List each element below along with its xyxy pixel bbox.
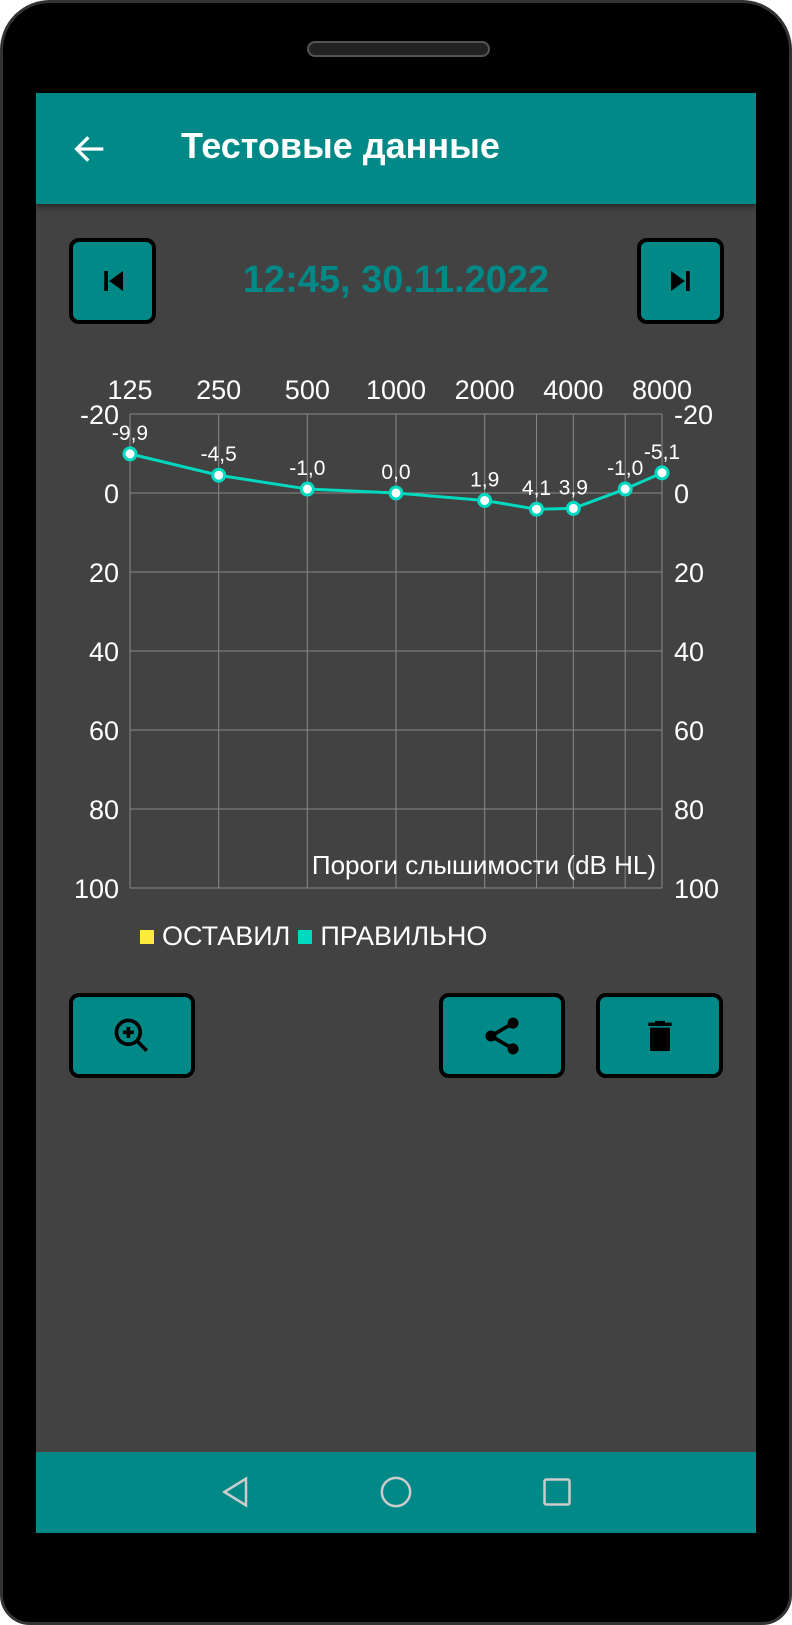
x-tick-label: 2000 — [455, 375, 515, 405]
data-point — [529, 501, 545, 517]
y-tick-label-right: 100 — [674, 874, 719, 904]
nav-back-icon[interactable] — [216, 1472, 256, 1512]
nav-home-icon[interactable] — [376, 1472, 416, 1512]
y-tick-label-left: -20 — [80, 400, 119, 430]
speaker-grille — [307, 41, 490, 57]
next-record-button[interactable] — [637, 238, 724, 324]
y-tick-label-right: 40 — [674, 637, 704, 667]
data-label: -9,9 — [112, 422, 148, 445]
data-point — [654, 465, 670, 481]
data-label: 1,9 — [470, 469, 499, 492]
page-title: Тестовые данные — [181, 125, 500, 166]
x-tick-label: 125 — [107, 375, 152, 405]
y-tick-label-right: -20 — [674, 400, 713, 430]
share-button[interactable] — [439, 993, 565, 1078]
screen: Тестовые данные 12:45, 30.11.2022 -20 -20… — [36, 93, 756, 1533]
x-tick-label: 500 — [285, 375, 330, 405]
y-tick-label-left: 20 — [89, 558, 119, 588]
legend-swatch-left — [140, 929, 154, 944]
data-label: -1,0 — [289, 457, 325, 480]
skip-next-icon — [670, 271, 690, 291]
y-tick-label-left: 100 — [74, 874, 119, 904]
trash-icon — [647, 1020, 672, 1051]
data-point — [211, 467, 227, 483]
app-bar: Тестовые данные — [36, 93, 756, 204]
data-point — [122, 446, 138, 462]
system-nav-bar — [36, 1452, 756, 1533]
data-label: -5,1 — [644, 441, 680, 464]
data-label: 4,1 — [522, 477, 551, 500]
data-point — [299, 481, 315, 497]
y-tick-label-right: 60 — [674, 716, 704, 746]
data-label: 0,0 — [381, 461, 410, 484]
chart-legend: ОСТАВИЛ ПРАВИЛЬНО — [140, 921, 487, 952]
legend-swatch-correct — [298, 929, 313, 944]
data-label: -1,0 — [607, 457, 643, 480]
skip-previous-icon — [103, 271, 123, 291]
y-axis-title: Пороги слышимости (dB HL) — [312, 850, 656, 880]
legend-label-left: ОСТАВИЛ — [162, 921, 291, 951]
y-tick-label-right: 80 — [674, 795, 704, 825]
share-icon — [485, 1017, 519, 1054]
data-label: -4,5 — [201, 443, 237, 466]
x-tick-label: 1000 — [366, 375, 426, 405]
nav-recents-icon[interactable] — [537, 1472, 577, 1512]
data-label: 3,9 — [559, 476, 588, 499]
audiogram-chart: -20 -20 0 0 20 20 40 40 60 60 80 80 100 100 125 250 500 1… — [74, 375, 719, 904]
y-tick-label-left: 80 — [89, 795, 119, 825]
y-tick-label-left: 60 — [89, 716, 119, 746]
y-tick-label-left: 0 — [104, 479, 119, 509]
previous-record-button[interactable] — [69, 238, 156, 324]
x-tick-label: 250 — [196, 375, 241, 405]
data-point — [477, 493, 493, 509]
data-point — [565, 500, 581, 516]
zoom-button[interactable] — [69, 993, 195, 1078]
arrow-left-icon[interactable] — [70, 129, 110, 169]
delete-button[interactable] — [596, 993, 723, 1078]
legend-label-correct: ПРАВИЛЬНО — [320, 921, 488, 951]
y-tick-label-right: 0 — [674, 479, 689, 509]
data-point — [388, 485, 404, 501]
x-tick-label: 8000 — [632, 375, 692, 405]
y-tick-label-left: 40 — [89, 637, 119, 667]
record-datetime: 12:45, 30.11.2022 — [242, 259, 550, 301]
zoom-in-icon — [114, 1018, 148, 1052]
data-point — [617, 481, 633, 497]
x-tick-label: 4000 — [543, 375, 603, 405]
y-tick-label-right: 20 — [674, 558, 704, 588]
